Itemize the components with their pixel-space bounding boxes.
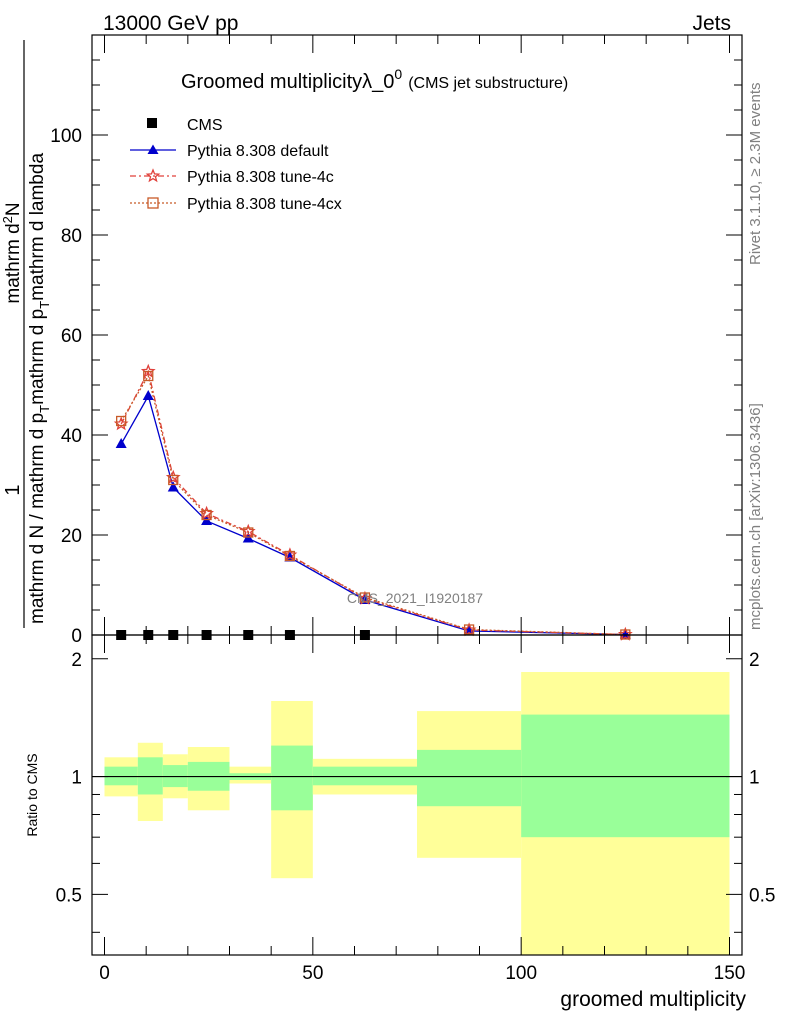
- main-y-axis-label: 1 mathrm d N / mathrm d pTmathrm d pTmat…: [0, 40, 52, 628]
- ylabel-numerator: 1: [2, 484, 24, 495]
- default-point: [167, 481, 179, 492]
- ratio-band-inner: [521, 714, 730, 838]
- header-right: Jets: [692, 12, 731, 35]
- main-y-tick-label: 40: [61, 426, 82, 447]
- ratio-y-ticks: 0.5 0.5 1 1 2 2: [56, 650, 775, 933]
- tune4cx-point: [168, 474, 179, 486]
- ylabel-top-main: mathrm d: [3, 223, 24, 303]
- ylabel-denominator: mathrm d N / mathrm d pTmathrm d pTmathr…: [27, 153, 52, 624]
- legend-label-cms: CMS: [187, 117, 223, 134]
- ratio-panel: 0.5 0.5 1 1 2 2 0 50 100 150 Ratio to CMS groome…: [24, 634, 775, 1011]
- series-line: [120, 369, 626, 636]
- ylabel-denominator-tail-sub: T: [37, 301, 52, 309]
- x-tick-label: 0: [99, 963, 110, 984]
- ratio-y-tick-label: 0.5: [56, 885, 82, 906]
- ylabel-denominator-main: mathrm d N / mathrm d p: [27, 413, 48, 624]
- tune4cx-point: [143, 370, 154, 382]
- main-panel: CMS_2021_I1920187 0 20 40 60 80 100 Groomed m…: [50, 34, 743, 647]
- default-point: [142, 390, 154, 400]
- ratio-y-tick-label: 2: [71, 650, 82, 671]
- tune4cx-point: [116, 415, 127, 427]
- ylabel-top-end: N: [3, 202, 24, 216]
- chart-subtitle: (CMS jet substructure): [408, 75, 568, 92]
- legend-label-tune4c: Pythia 8.308 tune-4c: [187, 169, 334, 186]
- main-y-tick-label: 0: [71, 626, 82, 647]
- ratio-band-inner: [271, 745, 313, 811]
- watermark: CMS_2021_I1920187: [347, 590, 483, 606]
- ylabel-top: mathrm d2N: [0, 202, 24, 303]
- ratio-plot-frame: [91, 634, 743, 956]
- main-y-ticks: 0 20 40 60 80 100: [50, 34, 742, 647]
- main-y-tick-label: 100: [50, 126, 82, 147]
- ratio-y-axis-label: Ratio to CMS: [24, 753, 40, 836]
- legend-label-default: Pythia 8.308 default: [187, 143, 329, 160]
- main-y-tick-label: 20: [61, 526, 82, 547]
- x-tick-label: 150: [714, 963, 746, 984]
- default-point: [115, 438, 127, 448]
- ratio-band-inner: [137, 757, 163, 795]
- ratio-y-tick-label-right: 0.5: [749, 885, 775, 906]
- ratio-y-tick-label-right: 2: [749, 650, 760, 671]
- rivet-label: Rivet 3.1.10, ≥ 2.3M events: [747, 83, 764, 266]
- ratio-bands: [104, 672, 730, 955]
- main-x-ticks: [104, 35, 730, 635]
- legend: CMS Pythia 8.308 default Pythia 8.308 tu…: [130, 117, 342, 213]
- tune4cx-point: [201, 509, 212, 521]
- x-axis-label: groomed multiplicity: [560, 988, 746, 1011]
- ratio-x-ticks: 0 50 100 150: [99, 635, 745, 984]
- main-y-tick-label: 80: [61, 226, 82, 247]
- tune4cx-point: [359, 592, 371, 603]
- tune4cx-point: [243, 527, 254, 538]
- chart-title-sup: 0: [394, 66, 402, 82]
- x-tick-label: 50: [302, 963, 323, 984]
- header-left: 13000 GeV pp: [103, 12, 238, 35]
- ylabel-denominator-tail: mathrm d p: [27, 309, 48, 405]
- ylabel-denominator-sub: T: [37, 405, 52, 413]
- series-line: [120, 374, 626, 636]
- legend-marker-tune4c: [145, 168, 161, 183]
- tune4c-point: [140, 363, 156, 378]
- ratio-band-inner: [417, 749, 522, 807]
- legend-marker-default: [147, 144, 159, 154]
- ylabel-denominator-end: mathrm d lambda: [27, 153, 48, 301]
- mcplots-label: mcplots.cern.ch [arXiv:1306.3436]: [747, 403, 764, 630]
- tune4cx-point: [463, 624, 475, 635]
- ylabel-top-sup: 2: [0, 216, 15, 223]
- legend-marker-tune4cx: [147, 197, 159, 209]
- legend-label-tune4cx: Pythia 8.308 tune-4cx: [187, 196, 342, 213]
- chart-title: Groomed multiplicityλ_00 (CMS jet substru…: [181, 66, 568, 93]
- chart-title-main: Groomed multiplicityλ_0: [181, 71, 394, 93]
- tune4cx-point: [284, 550, 296, 562]
- ratio-y-tick-label-right: 1: [749, 768, 760, 789]
- x-tick-label: 100: [505, 963, 537, 984]
- legend-marker-cms: [147, 118, 157, 128]
- main-y-tick-label: 60: [61, 326, 82, 347]
- ratio-y-tick-label: 1: [71, 768, 82, 789]
